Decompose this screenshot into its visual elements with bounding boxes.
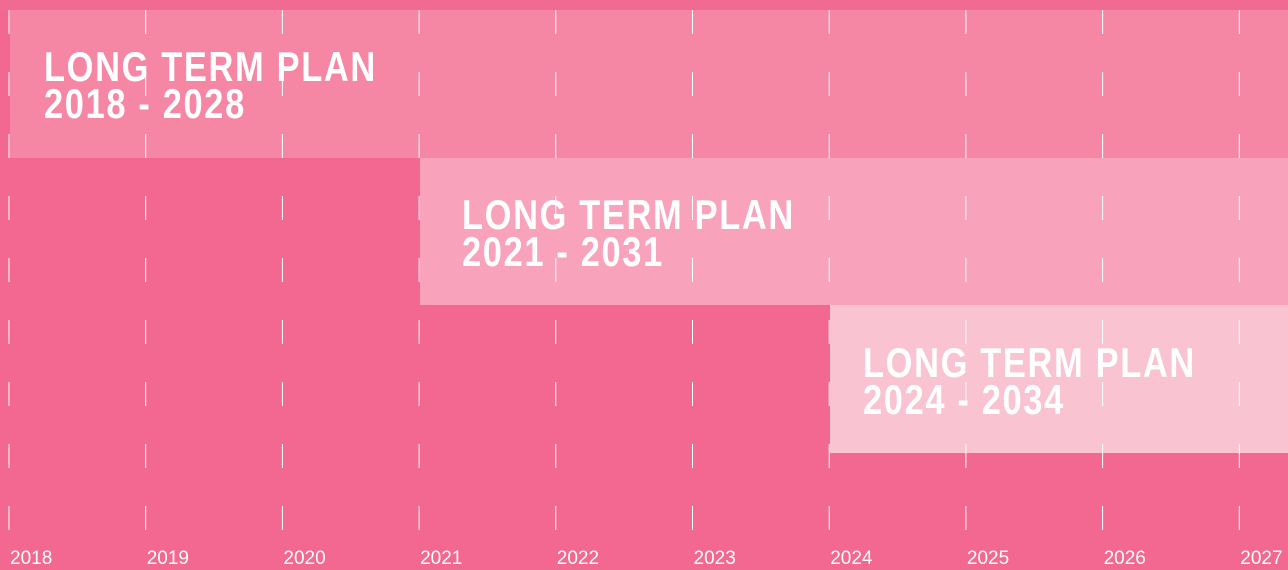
plan-band bbox=[10, 10, 1288, 158]
plan-label: LONG TERM PLAN 2024 - 2034 bbox=[863, 339, 1196, 423]
top-strip bbox=[0, 0, 1288, 10]
year-label: 2018 bbox=[10, 548, 53, 569]
year-label: 2020 bbox=[283, 548, 326, 569]
year-label: 2023 bbox=[693, 548, 736, 569]
plan-period: 2024 - 2034 bbox=[863, 376, 1065, 423]
plan-band bbox=[420, 158, 1288, 305]
plan-period: 2018 - 2028 bbox=[44, 80, 246, 127]
year-label: 2025 bbox=[966, 548, 1010, 569]
year-label: 2019 bbox=[146, 548, 189, 569]
year-label: 2021 bbox=[420, 548, 463, 569]
plan-title: LONG TERM PLAN bbox=[863, 339, 1196, 386]
year-label: 2027 bbox=[1240, 548, 1283, 569]
plan-period: 2021 - 2031 bbox=[462, 228, 664, 275]
plan-band bbox=[830, 305, 1288, 453]
plan-label: LONG TERM PLAN 2021 - 2031 bbox=[462, 191, 795, 275]
year-label: 2024 bbox=[830, 548, 873, 569]
plan-title: LONG TERM PLAN bbox=[462, 191, 795, 238]
year-label: 2026 bbox=[1103, 548, 1146, 569]
plan-label: LONG TERM PLAN 2018 - 2028 bbox=[44, 43, 377, 127]
plan-title: LONG TERM PLAN bbox=[44, 43, 377, 90]
year-label: 2022 bbox=[556, 548, 600, 569]
